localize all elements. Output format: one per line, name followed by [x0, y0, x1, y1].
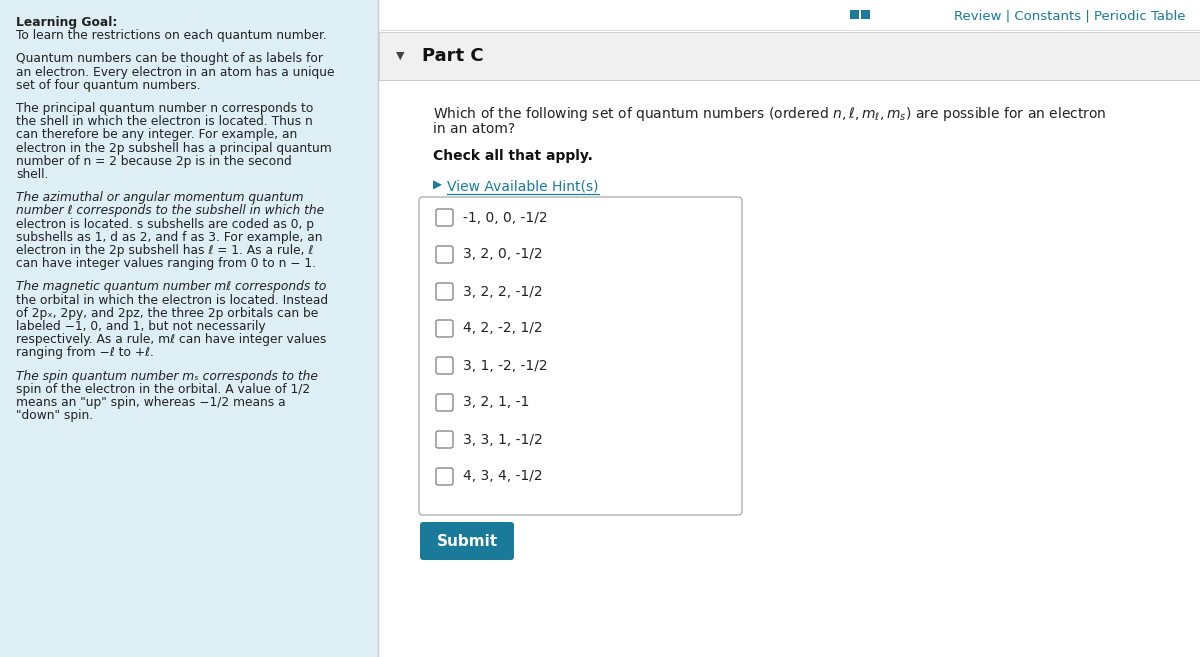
Text: subshells as 1, d as 2, and f as 3. For example, an: subshells as 1, d as 2, and f as 3. For … — [16, 231, 323, 244]
FancyBboxPatch shape — [420, 522, 514, 560]
FancyBboxPatch shape — [436, 394, 454, 411]
Text: Submit: Submit — [437, 533, 498, 549]
FancyBboxPatch shape — [0, 0, 378, 657]
Text: 3, 2, 1, -1: 3, 2, 1, -1 — [463, 396, 529, 409]
FancyBboxPatch shape — [862, 10, 870, 19]
Text: labeled −1, 0, and 1, but not necessarily: labeled −1, 0, and 1, but not necessaril… — [16, 320, 265, 333]
Text: 4, 2, -2, 1/2: 4, 2, -2, 1/2 — [463, 321, 542, 336]
FancyBboxPatch shape — [419, 197, 742, 515]
Text: Learning Goal:: Learning Goal: — [16, 16, 118, 29]
Text: Review | Constants | Periodic Table: Review | Constants | Periodic Table — [954, 9, 1186, 22]
Text: electron is located. s subshells are coded as 0, p: electron is located. s subshells are cod… — [16, 217, 314, 231]
Text: 3, 3, 1, -1/2: 3, 3, 1, -1/2 — [463, 432, 542, 447]
Text: means an "up" spin, whereas −1/2 means a: means an "up" spin, whereas −1/2 means a — [16, 396, 286, 409]
Text: 4, 3, 4, -1/2: 4, 3, 4, -1/2 — [463, 470, 542, 484]
Text: ranging from −ℓ to +ℓ.: ranging from −ℓ to +ℓ. — [16, 346, 154, 359]
Text: electron in the 2p subshell has ℓ = 1. As a rule, ℓ: electron in the 2p subshell has ℓ = 1. A… — [16, 244, 313, 257]
Text: Part C: Part C — [422, 47, 484, 65]
Text: To learn the restrictions on each quantum number.: To learn the restrictions on each quantu… — [16, 29, 326, 42]
Text: The azimuthal or angular momentum quantum: The azimuthal or angular momentum quantu… — [16, 191, 304, 204]
FancyBboxPatch shape — [850, 10, 859, 19]
FancyBboxPatch shape — [436, 209, 454, 226]
Text: The spin quantum number mₛ corresponds to the: The spin quantum number mₛ corresponds t… — [16, 370, 318, 382]
Text: electron in the 2p subshell has a principal quantum: electron in the 2p subshell has a princi… — [16, 142, 331, 154]
Text: can have integer values ranging from 0 to n − 1.: can have integer values ranging from 0 t… — [16, 257, 316, 270]
Text: "down" spin.: "down" spin. — [16, 409, 94, 422]
FancyBboxPatch shape — [436, 468, 454, 485]
Text: Which of the following set of quantum numbers (ordered $n, \ell, m_\ell, m_s$) a: Which of the following set of quantum nu… — [433, 105, 1106, 123]
FancyBboxPatch shape — [436, 431, 454, 448]
Text: number ℓ corresponds to the subshell in which the: number ℓ corresponds to the subshell in … — [16, 204, 324, 217]
Text: 3, 2, 0, -1/2: 3, 2, 0, -1/2 — [463, 248, 542, 261]
Text: 3, 1, -2, -1/2: 3, 1, -2, -1/2 — [463, 359, 547, 373]
FancyBboxPatch shape — [436, 320, 454, 337]
Text: The principal quantum number n corresponds to: The principal quantum number n correspon… — [16, 102, 313, 115]
Text: set of four quantum numbers.: set of four quantum numbers. — [16, 79, 200, 92]
FancyBboxPatch shape — [436, 357, 454, 374]
Text: shell.: shell. — [16, 168, 48, 181]
Text: spin of the electron in the orbital. A value of 1/2: spin of the electron in the orbital. A v… — [16, 383, 310, 396]
Text: can therefore be any integer. For example, an: can therefore be any integer. For exampl… — [16, 128, 298, 141]
Text: in an atom?: in an atom? — [433, 122, 515, 136]
Text: ▶: ▶ — [433, 179, 442, 192]
Text: The magnetic quantum number mℓ corresponds to: The magnetic quantum number mℓ correspon… — [16, 281, 326, 294]
Text: number of n = 2 because 2p is in the second: number of n = 2 because 2p is in the sec… — [16, 155, 292, 168]
FancyBboxPatch shape — [436, 283, 454, 300]
Text: -1, 0, 0, -1/2: -1, 0, 0, -1/2 — [463, 210, 547, 225]
Text: the shell in which the electron is located. Thus n: the shell in which the electron is locat… — [16, 115, 313, 128]
Text: 3, 2, 2, -1/2: 3, 2, 2, -1/2 — [463, 284, 542, 298]
Text: Check all that apply.: Check all that apply. — [433, 149, 593, 163]
FancyBboxPatch shape — [378, 0, 1200, 657]
FancyBboxPatch shape — [379, 32, 1200, 80]
FancyBboxPatch shape — [436, 246, 454, 263]
Text: respectively. As a rule, mℓ can have integer values: respectively. As a rule, mℓ can have int… — [16, 333, 326, 346]
Text: View Available Hint(s): View Available Hint(s) — [446, 179, 599, 193]
Text: Quantum numbers can be thought of as labels for: Quantum numbers can be thought of as lab… — [16, 53, 323, 66]
Text: an electron. Every electron in an atom has a unique: an electron. Every electron in an atom h… — [16, 66, 335, 79]
Text: ▼: ▼ — [396, 51, 404, 61]
Text: of 2pₓ, 2py, and 2pz, the three 2p orbitals can be: of 2pₓ, 2py, and 2pz, the three 2p orbit… — [16, 307, 318, 320]
Text: the orbital in which the electron is located. Instead: the orbital in which the electron is loc… — [16, 294, 328, 307]
